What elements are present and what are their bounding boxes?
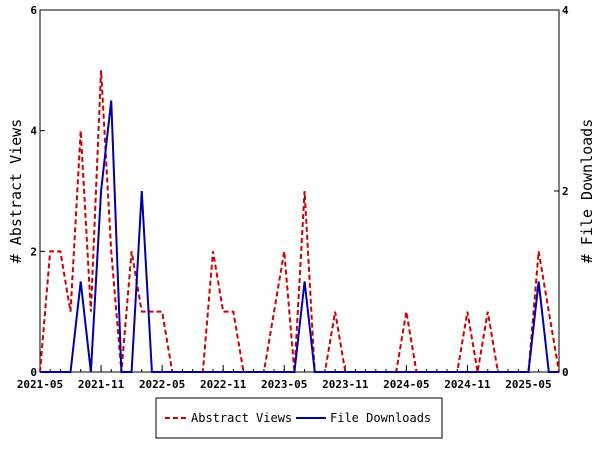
x-tick-label: 2022-11 [200,378,247,391]
y2-tick-label: 0 [562,366,569,379]
legend-label-file-downloads: File Downloads [330,411,431,425]
x-tick-label: 2024-11 [444,378,491,391]
x-tick-label: 2021-05 [17,378,63,391]
x-tick-label: 2024-05 [383,378,429,391]
y-tick-label: 0 [30,366,37,379]
legend-label-abstract-views: Abstract Views [191,411,292,425]
x-tick-label: 2025-05 [505,378,551,391]
series-line-abstract-views [39,70,560,373]
y-axis-title: # Abstract Views [7,119,25,264]
ticks-layer: 2021-05 2021-11 2022-05 2022-11 2023-05 2023-… [17,4,569,391]
x-tick-label: 2021-11 [78,378,125,391]
y2-axis-title: # File Downloads [578,119,596,264]
series-line-file-downloads [40,100,559,373]
y-tick-label: 2 [30,245,37,258]
y2-tick-label: 4 [562,4,569,17]
x-tick-label: 2022-05 [139,378,185,391]
series-layer [39,70,560,373]
y-tick-label: 4 [30,125,37,138]
y-tick-label: 6 [30,4,37,17]
x-tick-label: 2023-11 [322,378,369,391]
plot-area [39,9,560,373]
x-tick-label: 2023-05 [261,378,307,391]
legend: Abstract Views File Downloads [155,397,443,439]
y2-tick-label: 2 [562,185,569,198]
